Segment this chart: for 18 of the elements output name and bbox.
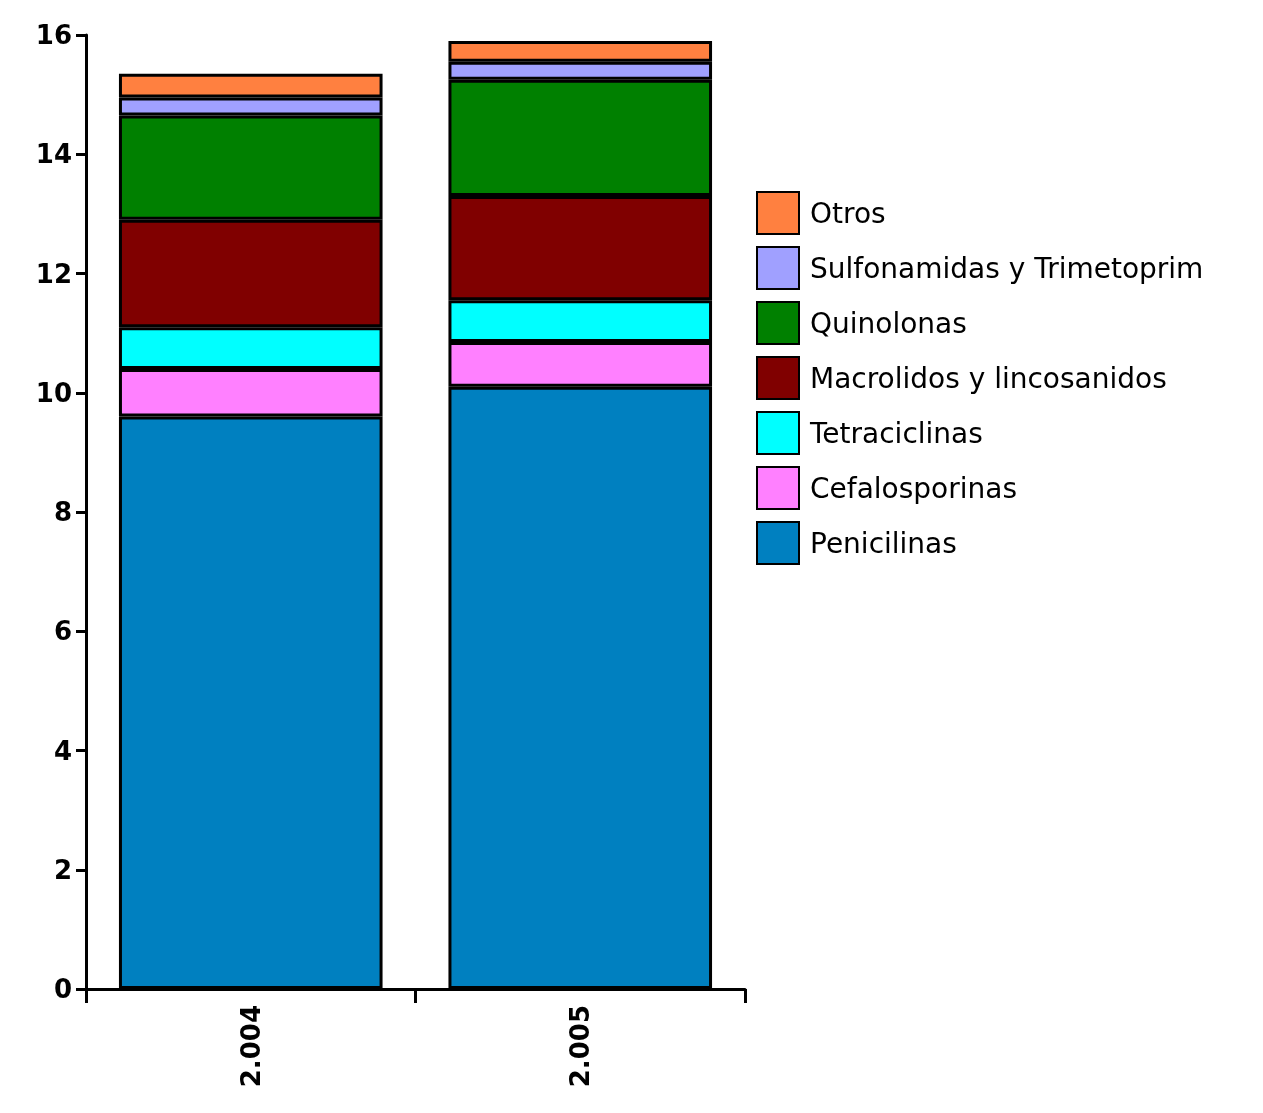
y-tick-label: 10 — [35, 377, 72, 408]
x-tick-label: 2.004 — [235, 1005, 266, 1088]
legend-label: Cefalosporinas — [810, 471, 1017, 505]
legend-label: Otros — [810, 196, 886, 230]
y-tick-label: 16 — [35, 20, 72, 50]
legend-label: Quinolonas — [810, 306, 967, 340]
y-tick-label: 14 — [35, 139, 72, 170]
y-tick-label: 6 — [53, 616, 72, 647]
y-tick-label: 0 — [53, 974, 72, 1004]
legend-label: Macrolidos y lincosanidos — [810, 361, 1167, 395]
legend-label: Sulfonamidas y Trimetoprim — [810, 251, 1204, 285]
y-tick-label: 4 — [53, 735, 72, 766]
y-tick-label: 2 — [53, 854, 72, 885]
legend-label: Penicilinas — [810, 526, 957, 560]
y-tick-label: 12 — [35, 258, 72, 289]
legend-label: Tetraciclinas — [809, 416, 983, 450]
x-tick-label: 2.005 — [565, 1005, 596, 1088]
y-tick-label: 8 — [53, 497, 72, 527]
